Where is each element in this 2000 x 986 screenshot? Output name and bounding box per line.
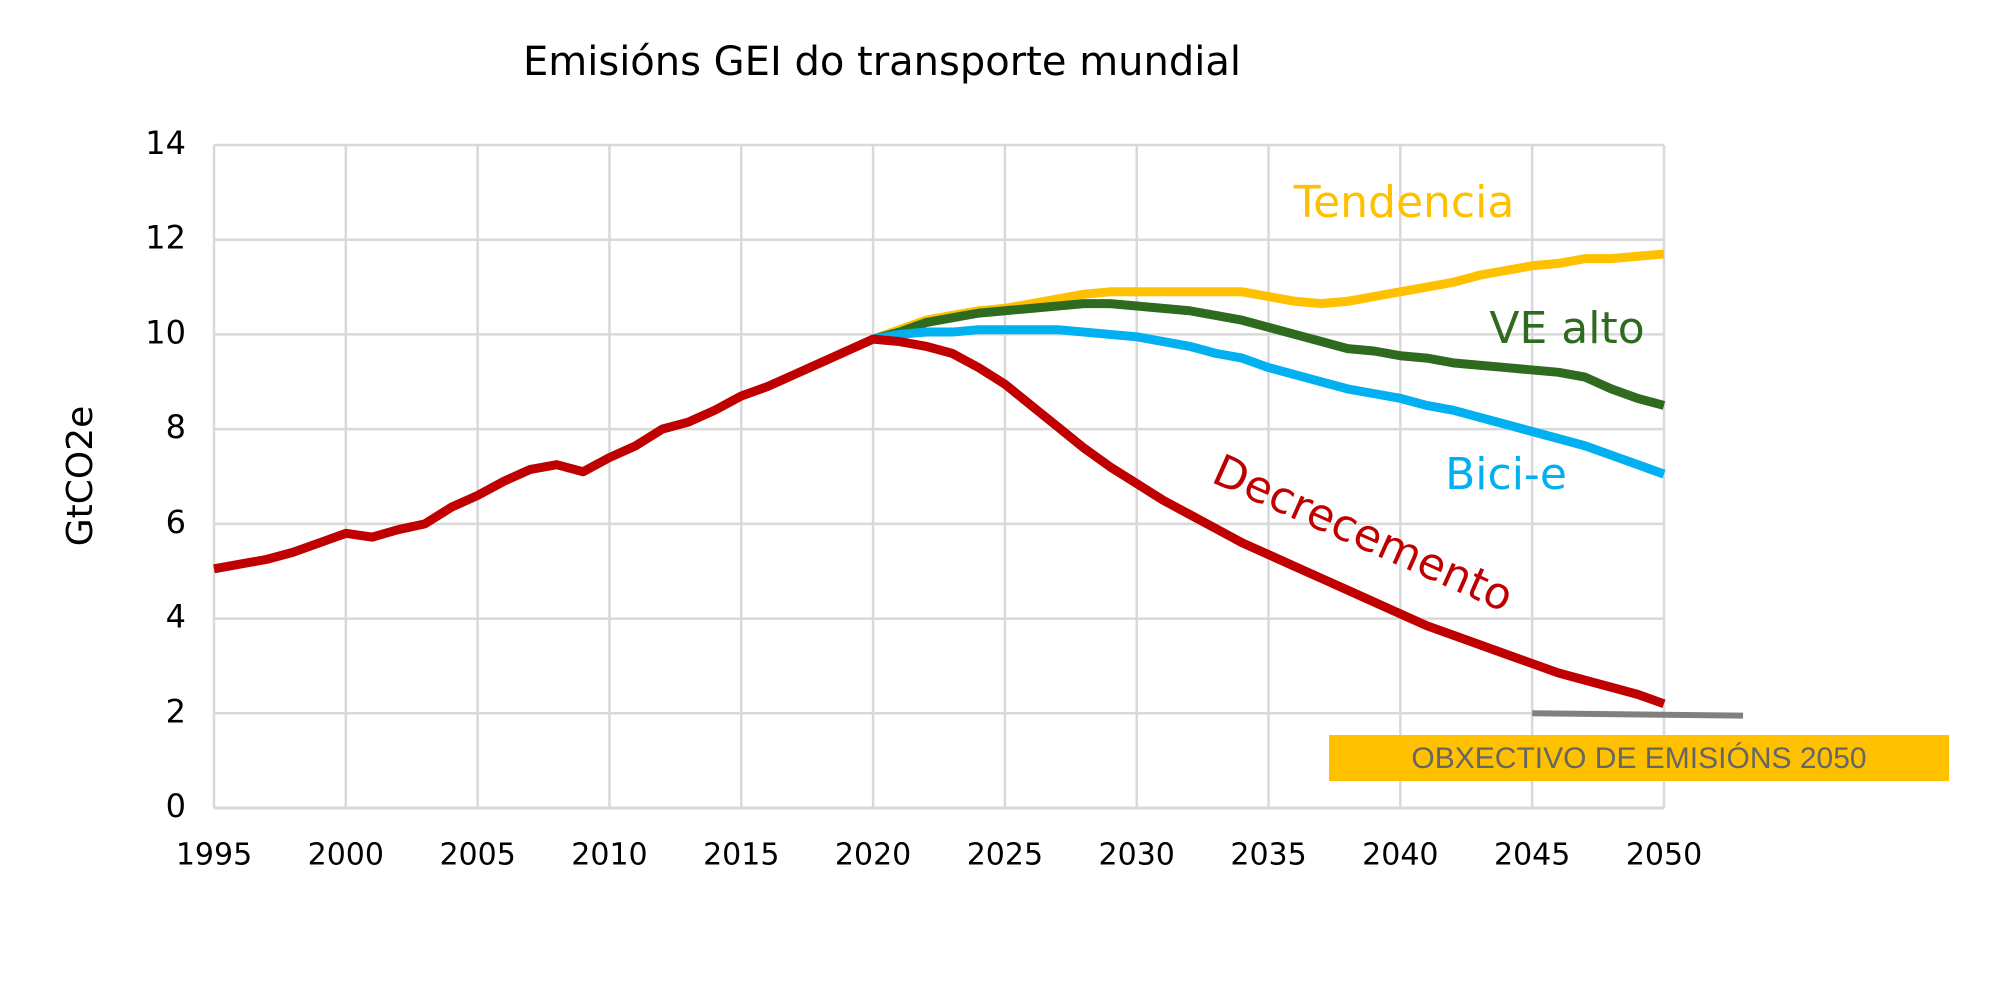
target-line	[1532, 710, 1744, 719]
y-tick-label: 2	[166, 692, 186, 730]
x-tick-label: 2000	[308, 838, 384, 873]
y-tick-label: 0	[166, 787, 186, 825]
series-line	[871, 299, 1666, 410]
x-tick-label: 2015	[703, 838, 779, 873]
y-tick-label: 6	[166, 503, 186, 541]
x-tick-label: 1995	[176, 838, 252, 873]
series-label: VE alto	[1489, 303, 1644, 354]
target-label: OBXECTIVO DE EMISIÓNS 2050	[1411, 742, 1866, 775]
y-tick-label: 10	[145, 313, 186, 351]
x-tick-label: 2005	[439, 838, 515, 873]
y-tick-label: 8	[166, 408, 186, 446]
series-line	[872, 325, 1666, 479]
x-tick-label: 2020	[835, 838, 911, 873]
y-tick-label: 12	[145, 219, 186, 257]
x-tick-label: 2050	[1626, 838, 1702, 873]
series-line	[213, 334, 1666, 709]
series-label: Tendencia	[1293, 177, 1515, 228]
series-label: Bici-e	[1445, 449, 1567, 500]
x-tick-label: 2045	[1494, 838, 1570, 873]
x-tick-label: 2010	[571, 838, 647, 873]
chart-title: Emisións GEI do transporte mundial	[523, 39, 1241, 85]
x-tick-label: 2035	[1230, 838, 1306, 873]
y-axis-label: GtCO2e	[60, 406, 101, 547]
y-tick-label: 14	[145, 124, 186, 162]
x-tick-label: 2030	[1099, 838, 1175, 873]
x-tick-label: 2025	[967, 838, 1043, 873]
target-box	[1329, 735, 1949, 781]
y-tick-label: 4	[166, 598, 186, 636]
x-tick-label: 2040	[1362, 838, 1438, 873]
